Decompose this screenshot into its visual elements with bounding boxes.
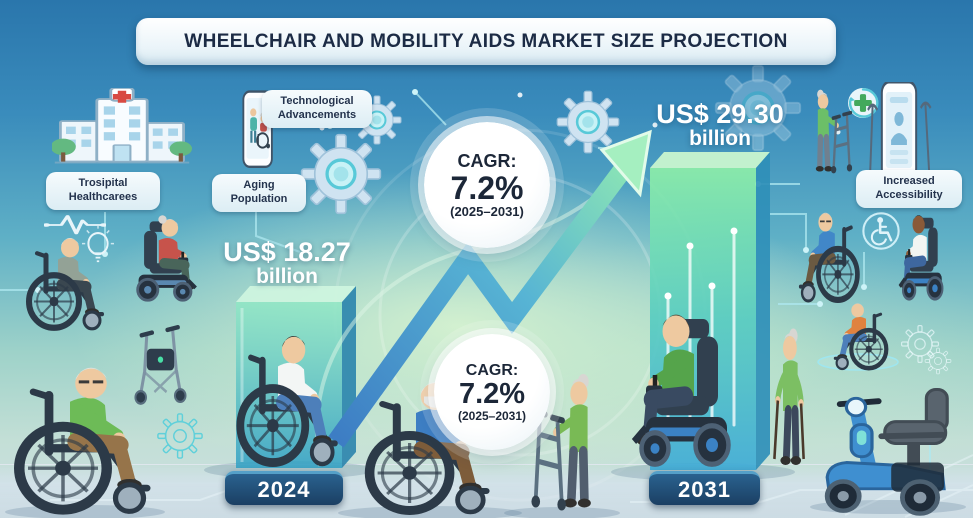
- rollator-walker-illustration: [124, 320, 200, 410]
- elderly-woman-canes-illustration: [740, 324, 826, 474]
- cagr-value: 7.2%: [458, 377, 526, 410]
- year-label-2031: 2031: [649, 471, 760, 505]
- gear-outline-icon: [900, 324, 940, 364]
- man-power-wheelchair-right-illustration: [886, 206, 954, 304]
- factor-label-aging-population: Aging Population: [212, 174, 306, 212]
- factor-label-hospital: Trosipital Healthcarees: [46, 172, 160, 210]
- page-title: WHEELCHAIR AND MOBILITY AIDS MARKET SIZE…: [136, 18, 836, 65]
- market-value-2024: US$ 18.27 billion: [212, 238, 362, 288]
- market-amount: US$ 18.27: [223, 237, 351, 267]
- market-unit: billion: [689, 127, 751, 151]
- woman-orange-wheelchair-illustration: [824, 296, 894, 372]
- cagr-period: (2025–2031): [450, 204, 524, 219]
- gear-icon: [300, 133, 382, 215]
- elderly-person-walker-illustration: [798, 86, 864, 178]
- elderly-man-green-wheelchair-illustration: [0, 352, 175, 518]
- cagr-badge-top: CAGR: 7.2% (2025–2031): [424, 122, 550, 248]
- accessibility-symbol-icon: [860, 210, 902, 252]
- factor-label-increased-accessibility: Increased Accessibility: [856, 170, 962, 208]
- cagr-prefix: CAGR:: [465, 361, 519, 379]
- man-power-wheelchair-2031-illustration: [604, 298, 754, 473]
- gear-icon: [556, 90, 620, 154]
- young-man-wheelchair-2024-illustration: [226, 322, 356, 470]
- elderly-man-manual-wheelchair-illustration: [18, 228, 118, 333]
- accessibility-app-phone-icon: [866, 82, 932, 182]
- gear-icon: [714, 64, 802, 152]
- cagr-period: (2025–2031): [457, 408, 527, 423]
- ecg-pulse-icon: [44, 210, 106, 240]
- cagr-badge-bottom: CAGR: 7.2% (2025–2031): [434, 334, 550, 450]
- gear-outline-icon: [156, 412, 204, 460]
- mobility-scooter-illustration: [808, 372, 968, 518]
- health-plus-renew-icon: [846, 86, 880, 120]
- market-unit: billion: [256, 265, 318, 289]
- gear-outline-icon: [924, 347, 952, 375]
- cagr-prefix: CAGR:: [457, 151, 517, 171]
- elderly-man-wheelchair-right-illustration: [788, 203, 866, 305]
- market-value-2031: US$ 29.30 billion: [645, 100, 795, 150]
- cagr-value: 7.2%: [450, 170, 524, 206]
- year-label-2024: 2024: [225, 471, 343, 505]
- hospital-icon: [52, 88, 192, 180]
- market-amount: US$ 29.30: [656, 99, 784, 129]
- factor-label-technological-advancements: Technological Advancements: [262, 90, 372, 128]
- elderly-woman-walker-illustration: [512, 368, 620, 518]
- elderly-woman-power-wheelchair-illustration: [122, 210, 214, 305]
- lightbulb-icon: [78, 226, 118, 270]
